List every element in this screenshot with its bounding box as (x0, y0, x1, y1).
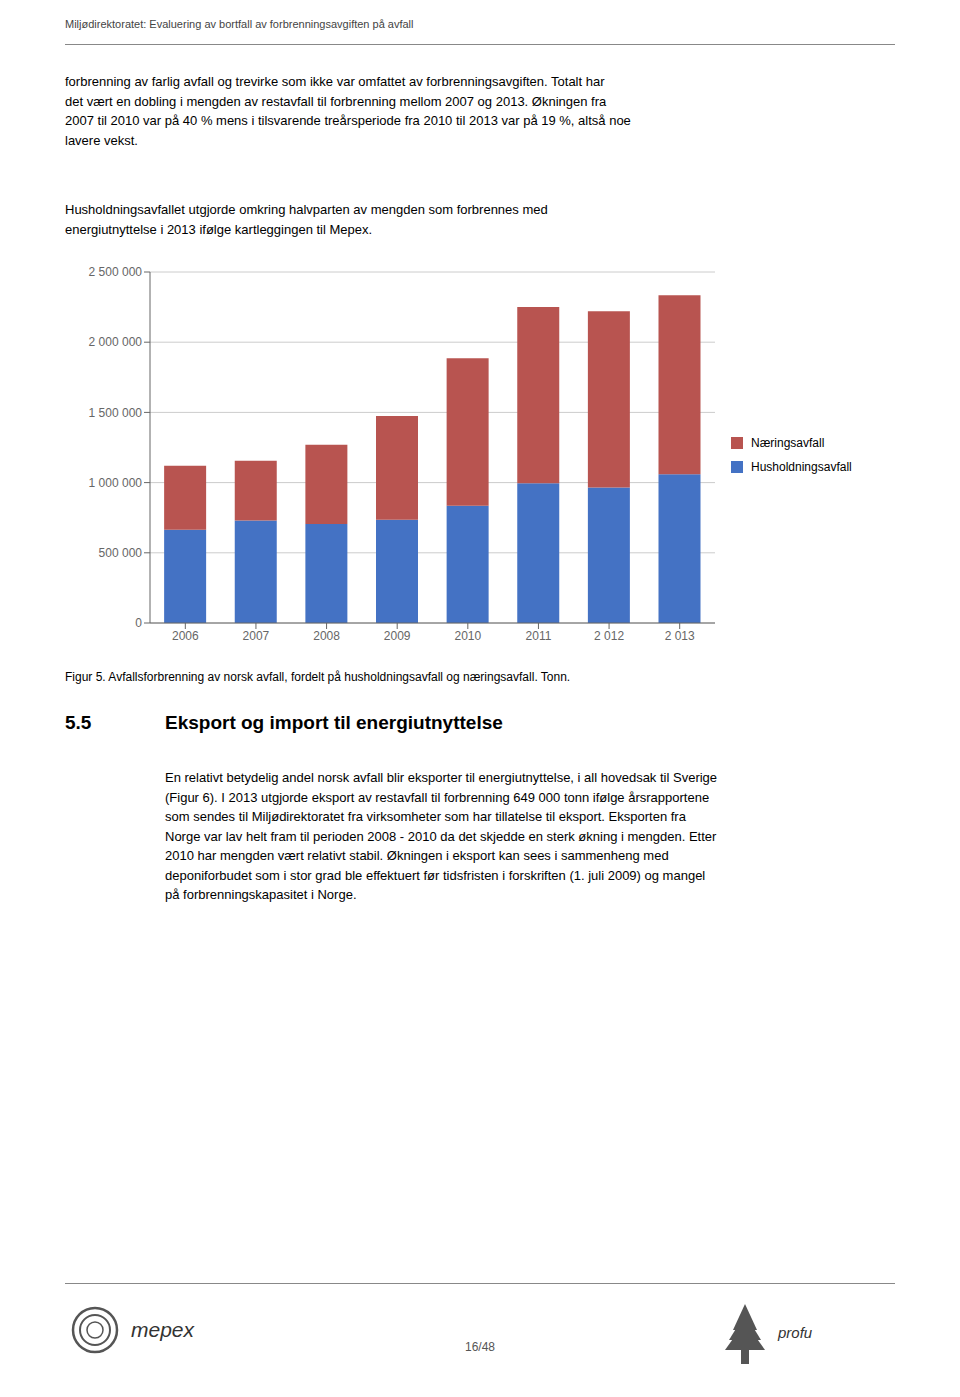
html-text:Næringsavfall: Næringsavfall (751, 436, 825, 450)
svg-text:2010: 2010 (454, 629, 481, 643)
html-text:profu: profu (778, 1323, 813, 1341)
svg-text:0: 0 (135, 616, 142, 630)
html-text:Figur 5. Avfallsforbrenning av: Figur 5. Avfallsforbrenning av norsk avf… (65, 670, 571, 684)
html-text:mepex: mepex (131, 1318, 194, 1341)
svg-text:2011: 2011 (526, 629, 552, 643)
html-text:16/48: 16/48 (465, 1340, 495, 1354)
html-text:forbrenning av farlig avfall o: forbrenning av farlig avfall og trevirke… (65, 74, 631, 148)
html-text:5.5: 5.5 (65, 712, 92, 733)
svg-text:2 012: 2 012 (594, 629, 624, 643)
html-text:Husholdningsavfallet utgjorde: Husholdningsavfallet utgjorde omkring ha… (65, 202, 548, 237)
svg-text:2 013: 2 013 (665, 629, 695, 643)
html-text:En relativt betydelig andel no: En relativt betydelig andel norsk avfall… (165, 770, 718, 902)
svg-text:500 000: 500 000 (99, 546, 143, 560)
svg-text:2 000 000: 2 000 000 (89, 335, 143, 349)
svg-text:1 000 000: 1 000 000 (89, 476, 143, 490)
svg-text:2009: 2009 (384, 629, 411, 643)
svg-text:2 500 000: 2 500 000 (89, 265, 143, 279)
svg-text:2007: 2007 (243, 629, 270, 643)
html-text:Eksport og import til energiut: Eksport og import til energiutnyttelse (165, 712, 503, 733)
svg-text:2006: 2006 (172, 629, 199, 643)
html-text:Miljødirektoratet: Evaluering: Miljødirektoratet: Evaluering av bortfal… (65, 18, 414, 30)
svg-text:2008: 2008 (313, 629, 340, 643)
html-text:Husholdningsavfall: Husholdningsavfall (751, 460, 852, 474)
svg-text:1 500 000: 1 500 000 (89, 406, 143, 420)
